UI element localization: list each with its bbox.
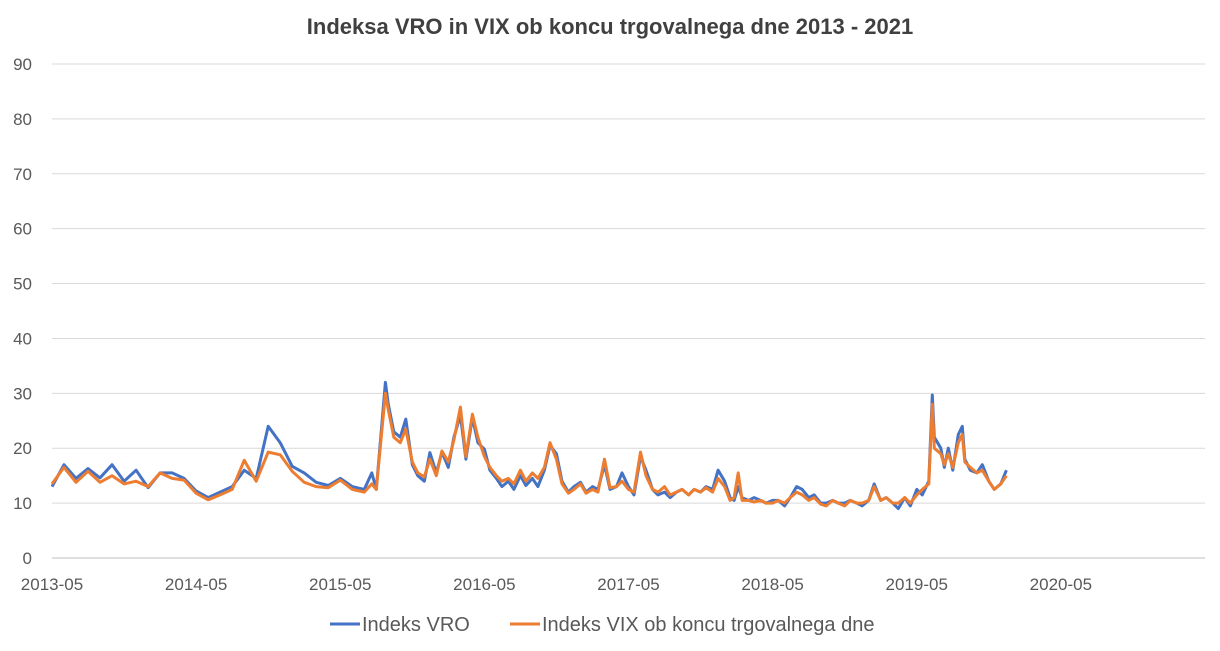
x-tick-label: 2016-05: [453, 575, 515, 594]
legend-label-2: Indeks VIX ob koncu trgovalnega dne: [542, 614, 874, 636]
series-line-2: [50, 391, 1008, 508]
y-tick-label: 90: [13, 55, 32, 74]
legend-label-1: Indeks VRO: [362, 614, 470, 636]
x-tick-label: 2017-05: [597, 575, 659, 594]
y-tick-label: 20: [13, 439, 32, 458]
y-tick-label: 10: [13, 494, 32, 513]
y-tick-label: 30: [13, 384, 32, 403]
x-tick-label: 2018-05: [741, 575, 803, 594]
y-tick-label: 70: [13, 165, 32, 184]
y-tick-label: 40: [13, 329, 32, 348]
y-tick-label: 60: [13, 220, 32, 239]
x-tick-label: 2014-05: [165, 575, 227, 594]
y-tick-label: 80: [13, 110, 32, 129]
y-tick-label: 0: [23, 549, 32, 568]
x-tick-label: 2019-05: [886, 575, 948, 594]
y-tick-label: 50: [13, 275, 32, 294]
series-line-1: [50, 380, 1008, 511]
x-tick-label: 2013-05: [21, 575, 83, 594]
chart-title: Indeksa VRO in VIX ob koncu trgovalnega …: [306, 14, 914, 39]
x-tick-label: 2015-05: [309, 575, 371, 594]
x-tick-label: 2020-05: [1030, 575, 1092, 594]
